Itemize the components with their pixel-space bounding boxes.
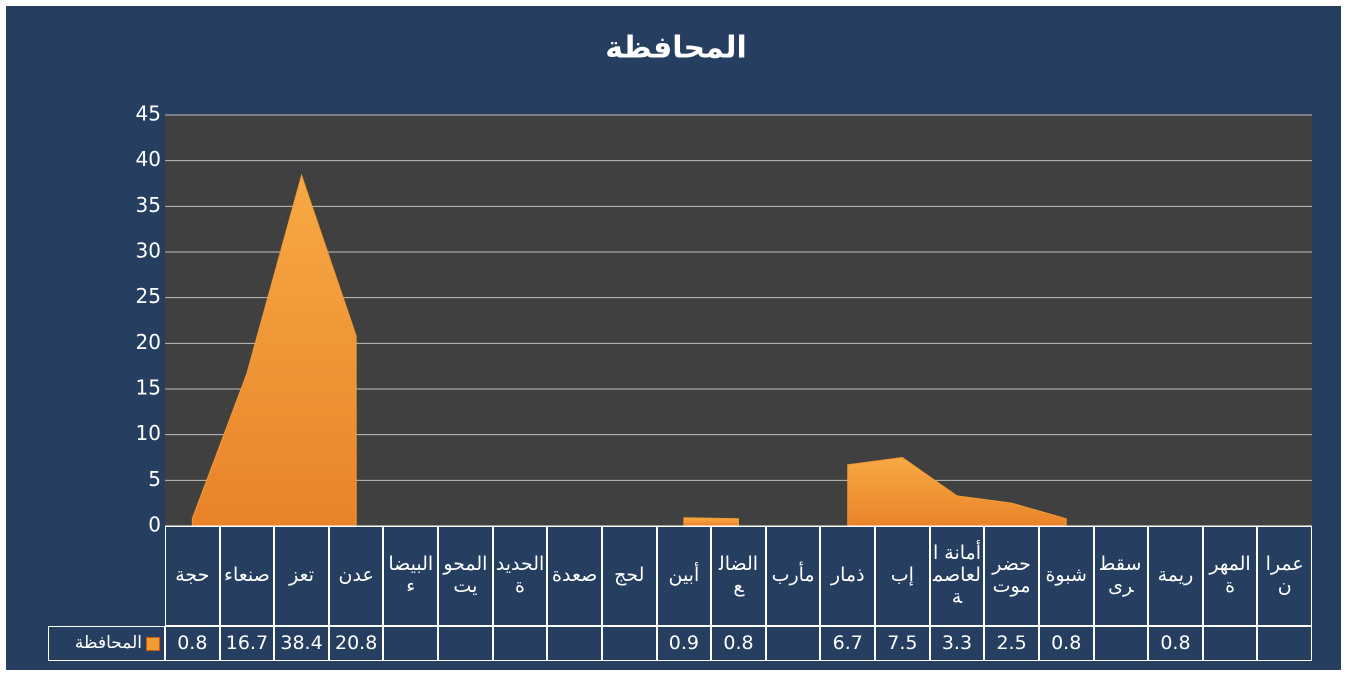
data-table-value: 20.8 [328,626,384,661]
data-table-value [547,626,602,661]
x-tick-label: لحج [601,526,657,626]
x-tick-label: صعدة [547,526,602,626]
y-tick-label: 25 [136,284,161,308]
x-tick-label: عمران [1257,526,1312,626]
data-table-value [492,626,548,661]
x-tick-label: المهرة [1202,526,1258,626]
x-tick-label: البيضاء [383,526,439,626]
y-tick-label: 45 [136,102,161,126]
data-table-value [765,626,821,661]
data-table-value: 16.7 [219,626,275,661]
x-tick-label: صنعاء [219,526,275,626]
y-tick-label: 20 [136,330,161,354]
legend-entry: المحافظة [48,626,165,661]
x-tick-label: سقطرى [1093,526,1149,626]
x-tick-label: عدن [328,526,384,626]
y-tick-label: 15 [136,376,161,400]
y-tick-label: 0 [148,513,161,537]
x-tick-label: شبوة [1038,526,1094,626]
x-tick-label: حضرموت [984,526,1039,626]
x-tick-label: الحديدة [492,526,548,626]
chart-area: المحافظة 0 5 10 15 20 25 30 35 40 45 حجة صنعاء تعز ع… [6,6,1341,670]
data-table-value: 0.8 [1038,626,1094,661]
x-tick-label: تعز [274,526,329,626]
data-table-value: 0.8 [165,626,220,661]
data-table-value: 2.5 [984,626,1039,661]
data-table-value: 3.3 [929,626,985,661]
y-tick-label: 5 [148,467,161,491]
data-table-value [1257,626,1312,661]
data-table-value [438,626,493,661]
x-tick-label: حجة [165,526,220,626]
legend-label: المحافظة [74,632,142,653]
data-table-value [601,626,657,661]
data-table-value: 38.4 [274,626,329,661]
data-table-value: 6.7 [820,626,876,661]
y-tick-label: 40 [136,147,161,171]
data-table-value [1202,626,1258,661]
y-tick-label: 30 [136,239,161,263]
x-tick-label: إب [875,526,930,626]
data-table-value [383,626,439,661]
legend-swatch [146,636,160,651]
chart-title: المحافظة [605,31,747,66]
x-tick-label: ريمة [1148,526,1203,626]
y-tick-label: 10 [136,421,161,445]
data-table-value: 7.5 [875,626,930,661]
y-tick-label: 35 [136,193,161,217]
x-tick-label: ذمار [820,526,876,626]
x-tick-label: الضالع [711,526,766,626]
area [847,456,1067,527]
data-table-value: 0.8 [1148,626,1203,661]
x-tick-label: أبين [656,526,712,626]
data-table-value [1093,626,1149,661]
chart: المحافظة 0 5 10 15 20 25 30 35 40 45 [136,31,1312,537]
area [683,517,739,527]
x-tick-label: المحويت [438,526,493,626]
x-tick-label: مأرب [765,526,821,626]
data-table-value: 0.8 [711,626,766,661]
x-tick-label: أمانة العاصمة [929,526,985,626]
data-table-value: 0.9 [656,626,712,661]
